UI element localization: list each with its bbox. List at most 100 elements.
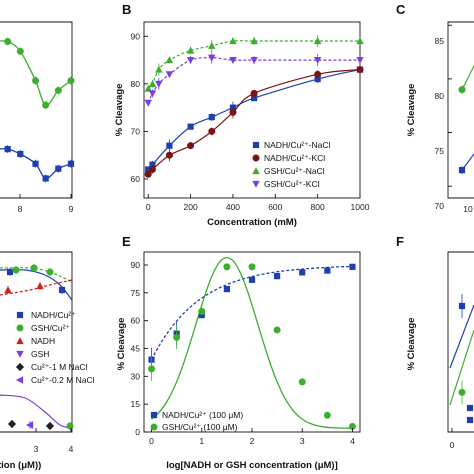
data-point (46, 268, 54, 276)
data-point (186, 46, 195, 54)
panel-left-top-frame (0, 21, 73, 199)
legend-marker (150, 411, 158, 419)
data-point (155, 65, 163, 73)
legend-entry: NADH/Cu²⁺ (31, 310, 76, 320)
panel-c: C 70 75 80 85 10 % Cleavage (396, 2, 474, 214)
data-point (248, 263, 256, 271)
data-point (248, 276, 256, 283)
legend-entry: GSH (31, 349, 49, 359)
legend-marker (252, 180, 260, 188)
data-point (30, 264, 38, 272)
tick-label: 10 (463, 204, 473, 214)
tick-label: 800 (311, 202, 325, 212)
data-point (223, 263, 231, 271)
tick-label: 1 (199, 436, 204, 446)
tick-label: 75 (435, 146, 445, 156)
tick-label: 60 (131, 316, 141, 326)
data-point (17, 150, 24, 158)
data-point (155, 80, 163, 88)
tick-label: 75 (131, 288, 141, 298)
data-point (67, 77, 75, 85)
series-line (449, 304, 474, 369)
data-point (458, 86, 466, 94)
data-point (314, 70, 322, 78)
data-point (4, 146, 11, 153)
data-point (250, 56, 258, 64)
series-line (461, 64, 474, 90)
panel-left-bottom: 3 4 tion (μM)) NADH/Cu²⁺ GSH/Cu²⁺ NADH G… (0, 251, 95, 471)
data-point (356, 56, 364, 64)
tick-label: 90 (131, 260, 141, 270)
panel-e: E 0 1 2 3 4 0 15 30 45 60 75 90 log[NADH or GSH con… (116, 234, 361, 471)
data-point (16, 47, 24, 55)
data-point (42, 175, 49, 182)
data-point (67, 160, 75, 167)
tick-label: 600 (268, 202, 282, 212)
panel-e-legend: NADH/Cu²⁺ (100 μM) GSH/Cu²⁺ (100 μM) (150, 410, 243, 432)
series-line (150, 265, 353, 360)
tick-label: 1000 (351, 202, 370, 212)
data-point (466, 404, 474, 412)
panel-label-c: C (396, 2, 406, 17)
series-line (461, 152, 474, 171)
tick-label: 0 (135, 427, 140, 437)
data-point (148, 79, 157, 87)
series-line (0, 40, 72, 106)
panel-c-frame (447, 21, 474, 199)
panel-b-xlabel: Concentration (mM) (207, 217, 297, 228)
tick-label: 200 (183, 202, 197, 212)
data-point (165, 71, 174, 79)
tick-label: 4 (69, 444, 74, 454)
panel-left-top: 8 9 (0, 21, 75, 214)
legend-entry: GSH/Cu²⁺ (100 μM) (162, 422, 238, 432)
data-point (229, 37, 237, 45)
tick-label: 400 (226, 202, 240, 212)
panel-b-ylabel: % Cleavage (114, 84, 125, 137)
data-point (144, 170, 152, 178)
tick-label: 8 (18, 204, 23, 214)
data-point (36, 282, 44, 290)
data-point (165, 151, 173, 159)
data-point (324, 267, 331, 274)
data-point (144, 84, 152, 92)
legend-marker (252, 167, 260, 175)
data-point (229, 56, 237, 64)
series-line (147, 40, 360, 90)
legend-entry: NADH/Cu²⁺ (100 μM) (162, 410, 243, 420)
panel-b-legend: NADH/Cu²⁺-NaCl NADH/Cu²⁺-KCl GSH/Cu²⁺-Na… (252, 140, 330, 189)
data-point (198, 307, 206, 315)
data-point (356, 37, 364, 45)
tick-label: 4 (350, 436, 355, 446)
data-point (45, 421, 55, 431)
series-line (0, 267, 73, 283)
panel-left-bottom-xlabel: tion (μM)) (0, 460, 41, 471)
legend-entry: Cu²⁺-0.2 M NaCl (31, 375, 95, 385)
legend-marker (15, 362, 25, 372)
data-point (145, 166, 152, 173)
data-point (208, 54, 216, 62)
tick-label: 90 (131, 31, 141, 41)
data-point (55, 165, 62, 172)
tick-label: 15 (131, 399, 141, 409)
tick-label: 3 (34, 444, 39, 454)
tick-label: 70 (435, 201, 445, 211)
data-point (25, 421, 34, 429)
data-point (466, 416, 474, 424)
data-point (298, 378, 306, 386)
data-point (187, 142, 195, 150)
panel-label-e: E (122, 234, 131, 249)
data-point (165, 56, 174, 64)
tick-label: 70 (131, 126, 141, 136)
data-point (313, 56, 322, 64)
panel-e-ylabel: % Cleavage (116, 318, 127, 371)
data-point (4, 286, 12, 294)
series-line (449, 329, 474, 406)
data-point (198, 311, 205, 319)
data-point (458, 302, 466, 310)
legend-marker (16, 337, 24, 345)
data-point (323, 411, 331, 419)
data-point (356, 66, 364, 74)
series-line (0, 394, 73, 429)
tick-label: 0 (146, 202, 151, 212)
